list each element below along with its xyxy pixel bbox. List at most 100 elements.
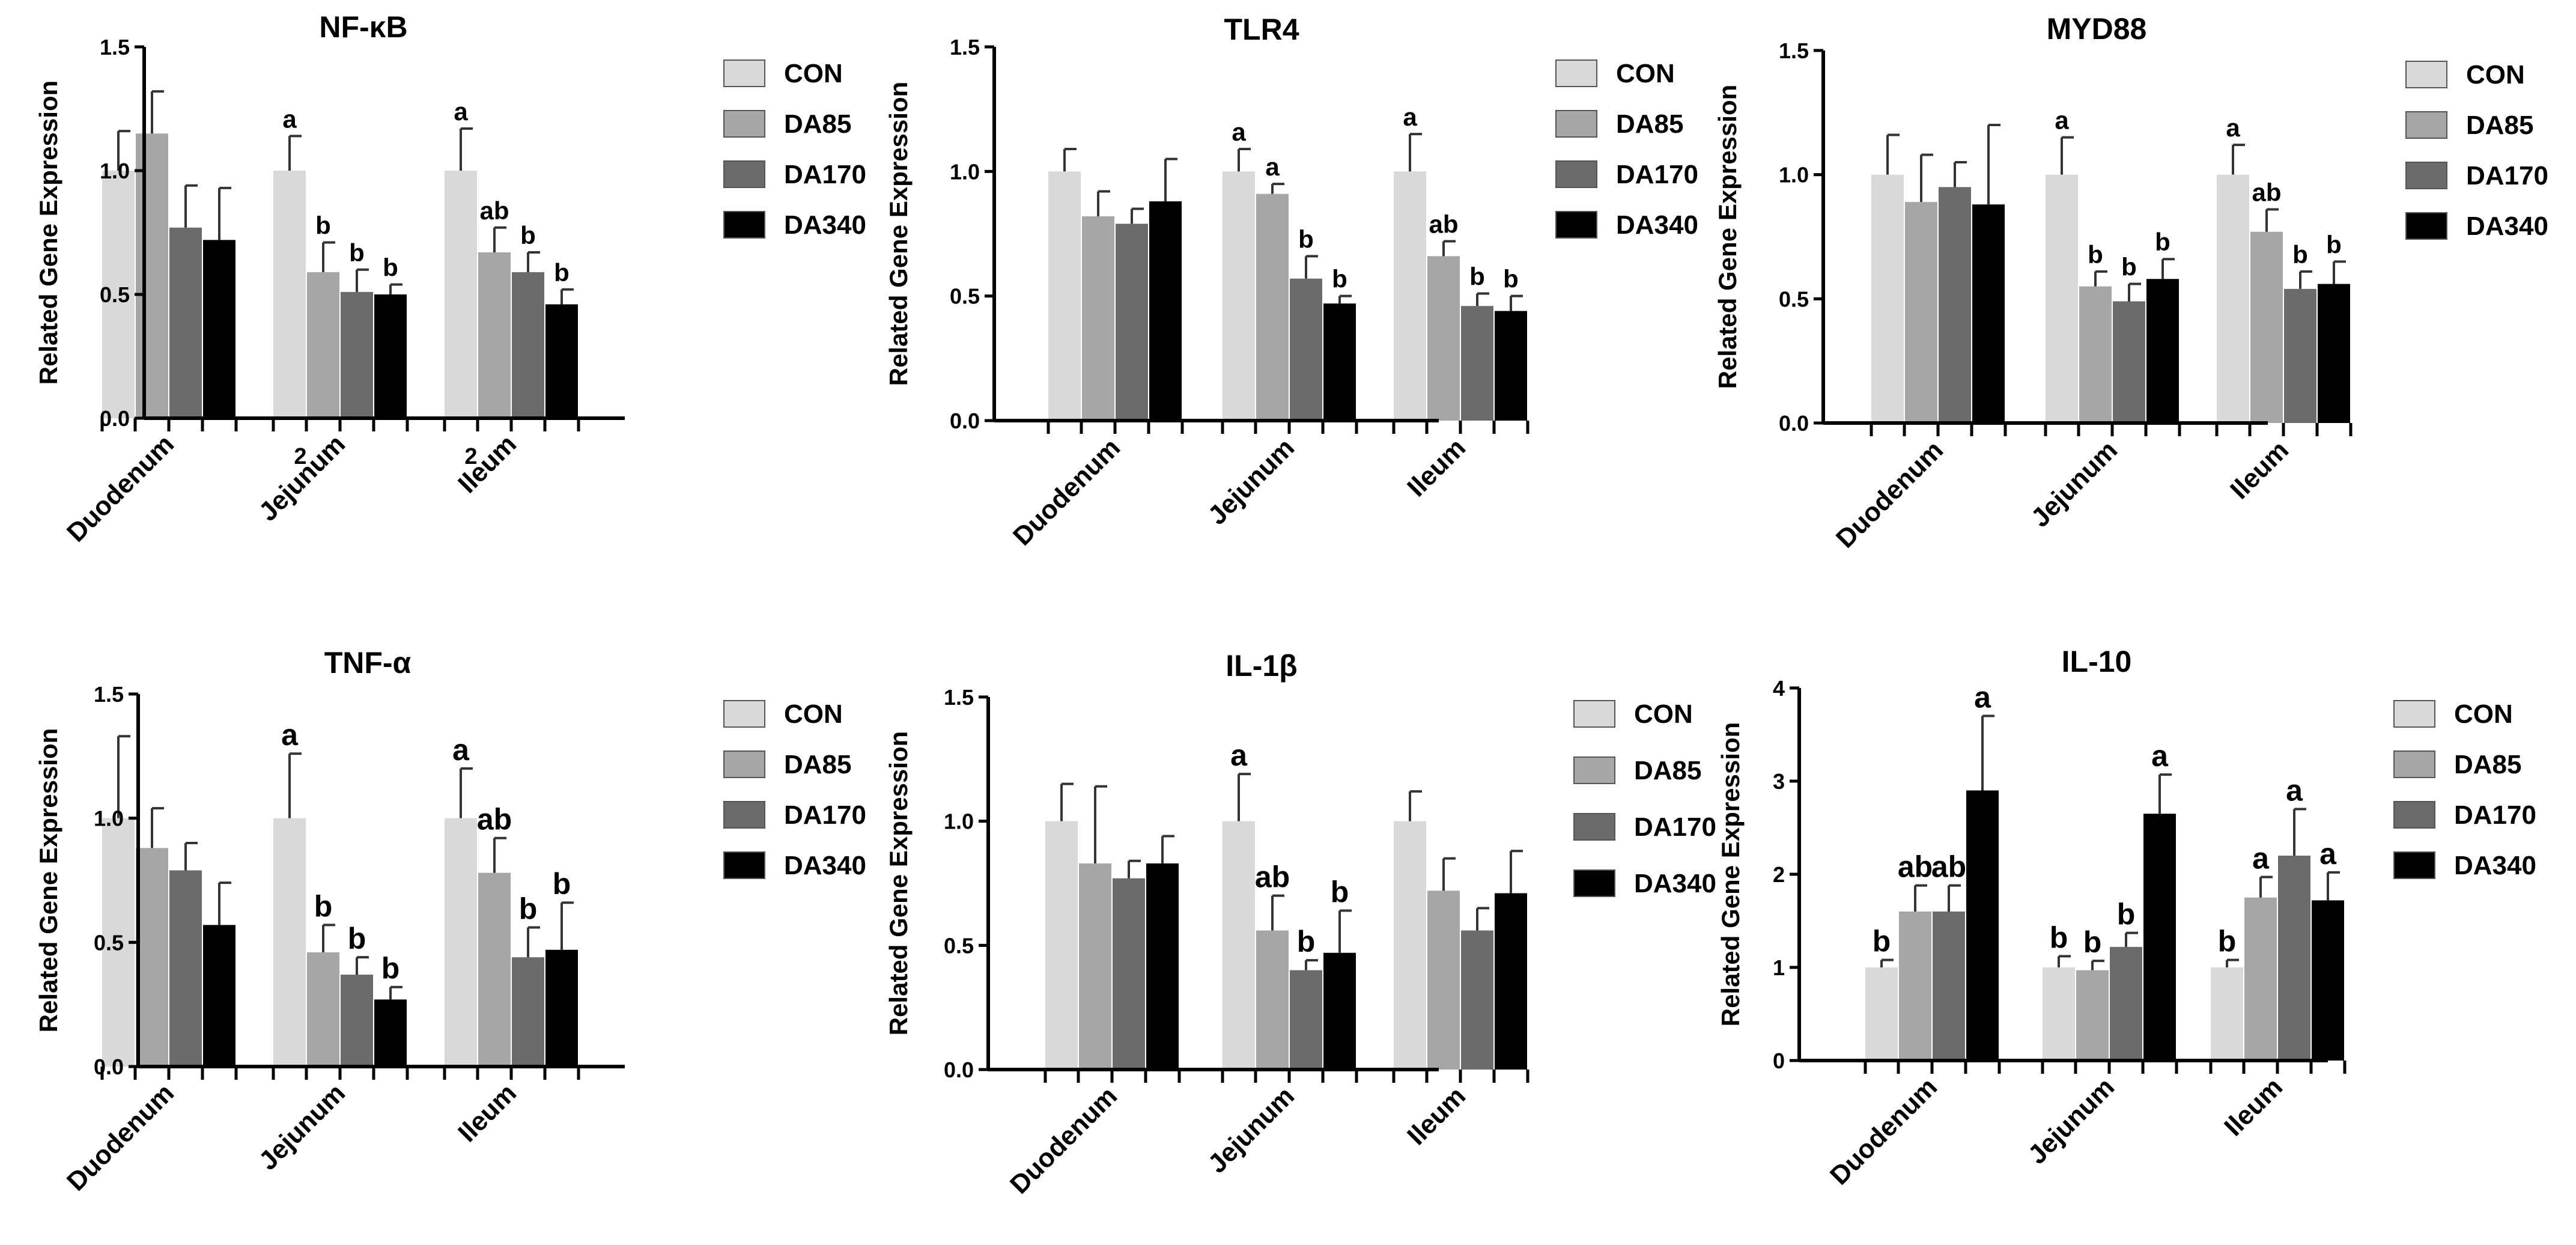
error-bar (389, 985, 402, 1000)
significance-label: b (314, 889, 333, 923)
y-tick-label: 0.0 (1779, 411, 1809, 436)
bar-con-ileum (2217, 174, 2249, 423)
error-bar (356, 956, 369, 975)
y-tick-label: 1.5 (100, 35, 130, 59)
bar-da340-jejunum (374, 999, 407, 1067)
legend-label-da340: DA340 (784, 851, 866, 880)
y-axis-label: Related Gene Expression (34, 81, 62, 385)
legend-swatch-con (2405, 61, 2447, 88)
error-bar (1920, 153, 1933, 202)
error-bar (1409, 133, 1422, 172)
bar-da170-duodenum (1939, 187, 1971, 423)
bar-da85-jejunum (1256, 930, 1289, 1070)
error-bar (184, 842, 198, 871)
error-bar (1442, 240, 1456, 257)
bar-da170-jejunum (1290, 278, 1322, 421)
bar-da170-ileum (512, 272, 544, 418)
error-bar (1164, 157, 1177, 202)
significance-label: ab (1931, 850, 1966, 884)
bar-da85-jejunum (307, 272, 339, 418)
legend-swatch-da340 (723, 211, 765, 239)
significance-label: b (520, 221, 536, 249)
error-bar (460, 127, 473, 171)
x-category-label: Jejunum (1202, 1081, 1300, 1179)
legend-label-da340: DA340 (1634, 869, 1716, 898)
significance-label: b (2326, 230, 2342, 258)
legend-swatch-con (723, 59, 765, 87)
legend-swatch-da85 (723, 750, 765, 778)
x-category-label: Ileum (1402, 1081, 1471, 1151)
bar-da170-jejunum (341, 975, 373, 1067)
error-bar (1131, 207, 1144, 224)
significance-label: b (2117, 898, 2136, 931)
error-bar (460, 767, 473, 818)
significance-label: a (2319, 837, 2337, 871)
bar-con-ileum (445, 818, 477, 1067)
error-bar (493, 226, 506, 252)
significance-label: b (1469, 263, 1485, 291)
significance-label: a (2286, 774, 2303, 808)
bar-da170-duodenum (1113, 878, 1145, 1070)
x-category-label: Duodenum (1007, 433, 1126, 551)
y-tick-label: 0 (1773, 1049, 1785, 1073)
legend-label-con: CON (2466, 60, 2525, 90)
legend-label-con: CON (784, 59, 843, 88)
significance-label: b (1332, 265, 1347, 293)
bar-con-ileum (1394, 171, 1426, 421)
significance-label: b (2292, 240, 2308, 269)
significance-label: b (2121, 253, 2137, 281)
x-category-label: Ileum (2219, 1072, 2288, 1142)
legend-label-da340: DA340 (1616, 210, 1698, 240)
error-bar (2226, 958, 2239, 967)
significance-label: a (1974, 681, 1991, 714)
error-bar (1097, 190, 1110, 216)
significance-label: a (1403, 103, 1417, 131)
y-tick-label: 1.0 (950, 159, 980, 184)
significance-label: b (315, 211, 331, 239)
bar-da340-jejunum (2143, 814, 2176, 1061)
bar-da85-duodenum (1082, 216, 1114, 421)
y-axis-label: Related Gene Expression (1713, 85, 1742, 389)
error-bar (2333, 260, 2346, 284)
error-bar (1948, 884, 1961, 912)
error-bar (389, 283, 402, 294)
error-bar (218, 186, 231, 240)
y-tick-label: 1.0 (1779, 163, 1809, 187)
x-category-label: Jejunum (1202, 433, 1300, 531)
x-category-label: Ileum (452, 1078, 522, 1148)
significance-label: ab (477, 803, 512, 836)
legend-swatch-da340 (2405, 212, 2447, 240)
bar-da340-jejunum (374, 294, 407, 418)
error-bar (2161, 258, 2175, 279)
bar-da85-ileum (478, 872, 511, 1067)
significance-label: ab (1255, 860, 1290, 894)
significance-label: a (282, 105, 297, 133)
x-category-label: Duodenum (1824, 1072, 1943, 1190)
error-bar (1305, 255, 1318, 279)
significance-label: b (381, 952, 400, 985)
legend-label-con: CON (1616, 59, 1675, 88)
x-category-label: Ileum (452, 429, 522, 499)
y-tick-label: 1.0 (944, 809, 974, 834)
y-axis-label: Related Gene Expression (34, 728, 62, 1033)
y-tick-label: 0.5 (1779, 287, 1809, 311)
x-category-label: Ileum (2225, 435, 2294, 505)
bar-da340-jejunum (2146, 279, 2179, 423)
stray-label: 2 (294, 444, 306, 469)
bar-con-ileum (1394, 821, 1426, 1070)
bar-da340-duodenum (203, 925, 235, 1067)
significance-label: b (1873, 925, 1891, 958)
legend-label-da340: DA340 (2466, 212, 2548, 241)
significance-label: b (519, 892, 538, 926)
bar-da85-ileum (1427, 256, 1460, 421)
bar-da85-jejunum (307, 952, 339, 1067)
significance-label: a (1232, 118, 1246, 146)
bar-da170-ileum (1461, 306, 1493, 421)
y-tick-label: 1.5 (944, 685, 974, 710)
bar-da340-ileum (1495, 893, 1527, 1070)
error-bar (2058, 955, 2071, 967)
bar-con-duodenum (1865, 967, 1898, 1061)
